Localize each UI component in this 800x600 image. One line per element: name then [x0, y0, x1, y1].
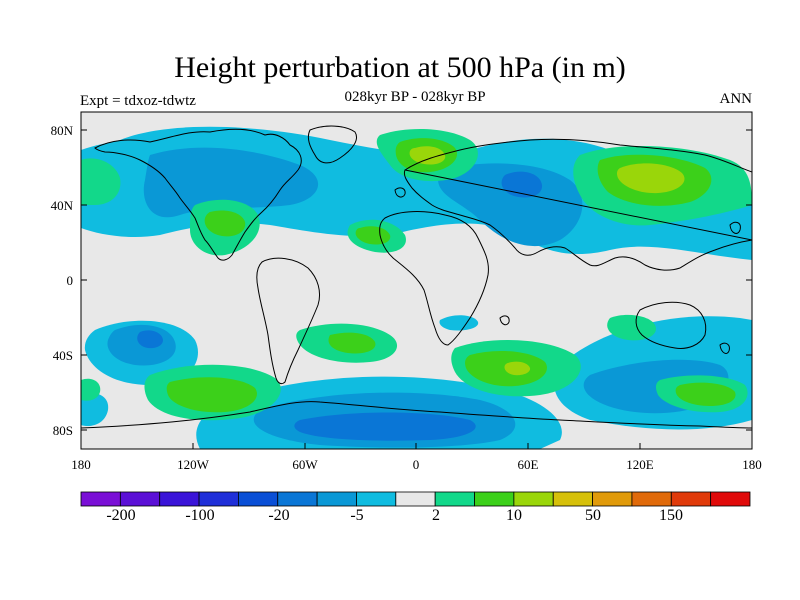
colorbar-label: -20 [268, 507, 290, 524]
colorbar-swatch [238, 491, 279, 507]
x-tick: 0 [413, 443, 420, 472]
colorbar-label: 150 [659, 507, 683, 524]
colorbar-label: 2 [432, 507, 440, 524]
coastline-greenland [307, 125, 357, 164]
x-tick: 120E [626, 443, 654, 472]
coastline-islands [394, 187, 741, 354]
x-tick-label: 180 [71, 457, 91, 472]
colorbar-swatch [80, 491, 121, 507]
x-tick: 120W [177, 443, 210, 472]
anomaly-region [143, 147, 319, 218]
anomaly-region [204, 210, 246, 237]
anomaly-region [616, 163, 685, 194]
x-tick: 60W [292, 443, 318, 472]
anomaly-region [504, 361, 531, 376]
anomaly-region [328, 332, 376, 354]
coastline-africa [379, 211, 489, 346]
colorbar-swatch [513, 491, 554, 507]
x-tick-label: 120W [177, 457, 210, 472]
y-tick-label: 40N [51, 198, 74, 213]
colorbar-label: 10 [506, 507, 522, 524]
anomaly-region [439, 315, 479, 331]
y-axis: 80N 40N 0 40S 80S [51, 123, 752, 438]
coastline-south-america [256, 257, 321, 385]
coastlines [81, 125, 752, 429]
y-tick: 0 [67, 273, 752, 288]
colorbar-swatch [356, 491, 397, 507]
anomaly-region [675, 382, 736, 406]
x-axis: 180 120W 60W 0 60E 120E 180 [71, 443, 762, 472]
y-tick-label: 0 [67, 273, 74, 288]
coastline-antarctica [81, 401, 752, 429]
period-label: 028kyr BP - 028kyr BP [344, 89, 486, 105]
colorbar-label: 50 [585, 507, 601, 524]
anomaly-region [409, 146, 446, 165]
colorbar-swatch [474, 491, 515, 507]
colorbar-swatch [198, 491, 239, 507]
coastline-eurasia [403, 138, 752, 271]
colorbar-swatch [395, 491, 436, 507]
anomaly-region [166, 377, 257, 413]
colorbar-swatch [316, 491, 357, 507]
colorbar-label: -100 [185, 507, 215, 524]
colorbar-swatch [434, 491, 475, 507]
colorbar-swatch [631, 491, 672, 507]
map-panel [80, 111, 753, 450]
anomaly-region [137, 330, 163, 349]
x-tick: 60E [518, 443, 539, 472]
colorbar-swatch [670, 491, 712, 507]
x-tick: 180 [71, 443, 91, 472]
colorbar [80, 491, 751, 507]
y-tick-label: 80N [51, 123, 74, 138]
colorbar-swatch [552, 491, 593, 507]
anomaly-region [81, 393, 109, 427]
coastline-australia [635, 301, 707, 349]
y-tick: 40S [53, 348, 752, 363]
x-tick-label: 0 [413, 457, 420, 472]
x-tick-label: 60E [518, 457, 539, 472]
x-tick-label: 180 [742, 457, 762, 472]
experiment-label: Expt = tdxoz-tdwtz [80, 93, 196, 109]
colorbar-swatch [710, 491, 751, 507]
anomaly-region [607, 314, 656, 341]
y-tick: 40N [51, 198, 752, 213]
y-tick-label: 40S [53, 348, 73, 363]
y-tick: 80S [53, 423, 752, 438]
colorbar-swatch [119, 491, 161, 507]
coastline-north-america [94, 128, 302, 261]
anomaly-region [294, 412, 476, 441]
x-tick-label: 120E [626, 457, 654, 472]
colorbar-label: -5 [350, 507, 364, 524]
x-tick: 180 [742, 443, 762, 472]
colorbar-label: -200 [106, 507, 136, 524]
anomaly-region [81, 158, 121, 205]
map-title: Height perturbation at 500 hPa (in m) [174, 51, 626, 84]
anomaly-region [81, 378, 101, 401]
y-tick-label: 80S [53, 423, 73, 438]
colorbar-swatch [592, 491, 633, 507]
colorbar-swatch [277, 491, 318, 507]
season-label: ANN [719, 91, 753, 107]
y-tick: 80N [51, 123, 752, 138]
colorbar-swatch [159, 491, 200, 507]
x-tick-label: 60W [292, 457, 318, 472]
